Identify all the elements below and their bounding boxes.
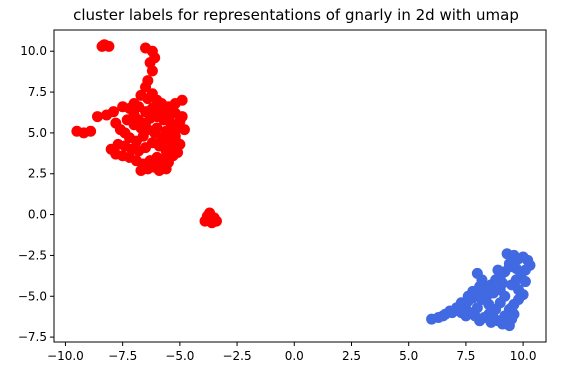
chart-title: cluster labels for representations of gn… — [73, 6, 519, 24]
blue-cluster-point — [499, 310, 511, 322]
blue-cluster-point — [437, 310, 449, 322]
red-cluster-point — [140, 81, 152, 93]
y-tick-label: 5.0 — [28, 126, 47, 140]
x-tick-label: 0.0 — [285, 349, 304, 363]
red-cluster-point — [85, 125, 97, 137]
x-tick-label: −7.5 — [108, 349, 137, 363]
red-cluster-point — [178, 124, 190, 136]
red-cluster-point — [107, 106, 119, 118]
red-cluster-point — [204, 207, 216, 219]
blue-cluster-point — [476, 274, 488, 286]
y-tick-label: −7.5 — [18, 330, 47, 344]
x-tick-label: 10.0 — [510, 349, 537, 363]
red-cluster-point — [96, 40, 108, 52]
y-tick-label: 7.5 — [28, 85, 47, 99]
red-cluster-point — [121, 114, 133, 126]
axes-frame — [53, 29, 547, 343]
blue-cluster-point — [492, 264, 504, 276]
y-tick-label: 10.0 — [20, 44, 47, 58]
red-cluster-point — [91, 111, 103, 123]
x-tick-label: 5.0 — [399, 349, 418, 363]
y-tick-label: −2.5 — [18, 248, 47, 262]
blue-cluster-point — [481, 290, 493, 302]
blue-cluster-point — [510, 262, 522, 274]
blue-cluster-point — [519, 276, 531, 288]
blue-cluster-point — [506, 302, 518, 314]
red-cluster-point — [169, 133, 181, 145]
red-cluster-point — [162, 111, 174, 123]
blue-cluster-point — [471, 302, 483, 314]
blue-cluster-point — [497, 277, 509, 289]
x-tick-label: −2.5 — [222, 349, 251, 363]
red-cluster-point — [176, 94, 188, 106]
axis-ticks: −10.0 −7.5 −5.0 −2.5 0.0 2.5 5.0 7.5 10.010.07.5… — [18, 44, 537, 363]
red-cluster-point — [210, 215, 222, 227]
x-tick-label: 2.5 — [342, 349, 361, 363]
x-tick-label: −10.0 — [47, 349, 84, 363]
plot-area — [71, 39, 536, 332]
y-tick-label: 2.5 — [28, 167, 47, 181]
red-cluster-point — [160, 163, 172, 175]
y-tick-label: −5.0 — [18, 289, 47, 303]
red-cluster-point — [158, 140, 170, 152]
blue-cluster-point — [503, 320, 515, 332]
red-cluster-point — [174, 115, 186, 127]
red-cluster-point — [172, 147, 184, 159]
red-cluster-point — [128, 98, 140, 110]
blue-cluster-point — [467, 285, 479, 297]
x-tick-label: −5.0 — [165, 349, 194, 363]
red-cluster-point — [146, 88, 158, 100]
blue-cluster-point — [485, 316, 497, 328]
x-tick-label: 7.5 — [456, 349, 475, 363]
red-cluster-point — [151, 122, 163, 134]
red-cluster-point — [135, 164, 147, 176]
y-tick-label: 0.0 — [28, 208, 47, 222]
red-cluster-point — [146, 65, 158, 77]
blue-cluster-point — [508, 249, 520, 261]
blue-cluster-point — [460, 298, 472, 310]
